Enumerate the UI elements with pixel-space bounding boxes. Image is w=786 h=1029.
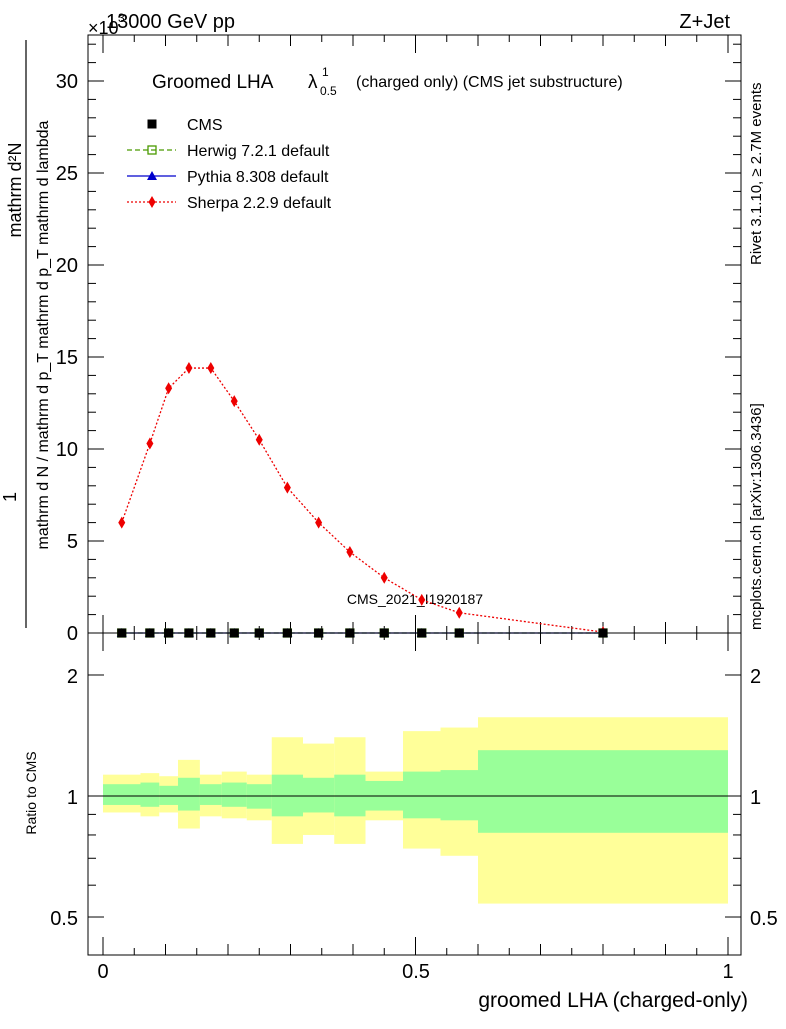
data-point bbox=[146, 437, 154, 450]
multiplier-label: ×10 bbox=[88, 18, 119, 38]
main-ytick-label: 5 bbox=[67, 531, 78, 553]
ratio-band-inner bbox=[199, 784, 222, 805]
legend-label: Herwig 7.2.1 default bbox=[187, 143, 330, 160]
multiplier-exponent: 3 bbox=[118, 11, 125, 25]
main-ytick-labels: 0 5 10 15 20 25 30 bbox=[56, 71, 78, 645]
data-point bbox=[207, 362, 215, 375]
legend-label: CMS bbox=[187, 117, 223, 134]
ratio-xtick-label-0: 0 bbox=[97, 961, 108, 983]
data-point bbox=[380, 571, 388, 584]
legend-marker bbox=[148, 196, 156, 208]
rivet-label: Rivet 3.1.10, ≥ 2.7M events bbox=[748, 83, 765, 266]
ratio-band-inner bbox=[221, 782, 247, 807]
legend-marker bbox=[147, 119, 157, 129]
analysis-id: CMS_2021_I1920187 bbox=[347, 591, 483, 607]
ratio-ytick-label-2-right: 2 bbox=[750, 666, 761, 688]
series-sherpa-2-2-9-default bbox=[118, 362, 607, 639]
data-point bbox=[315, 516, 323, 529]
ratio-xtick-label-05: 0.5 bbox=[402, 961, 430, 983]
data-point bbox=[230, 395, 238, 408]
ratio-band-inner bbox=[159, 785, 178, 805]
ratio-ytick-label-05-left: 0.5 bbox=[50, 908, 78, 930]
ratio-ytick-label-1-right: 1 bbox=[750, 787, 761, 809]
title-prefix: Groomed LHA bbox=[152, 72, 274, 93]
legend-entry: CMS bbox=[147, 117, 223, 134]
legend-marker bbox=[147, 145, 157, 155]
title-sup: 1 bbox=[322, 65, 329, 79]
ratio-ytick-label-1-left: 1 bbox=[67, 787, 78, 809]
ratio-band-inner bbox=[103, 784, 141, 805]
ratio-band-inner bbox=[403, 771, 441, 819]
ratio-band-inner bbox=[440, 770, 478, 821]
data-point bbox=[185, 362, 193, 375]
mcplots-label: mcplots.cern.ch [arXiv:1306.3436] bbox=[748, 403, 765, 630]
main-ylabel: mathrm d²N 1 mathrm d N / mathrm d p_T m… bbox=[0, 40, 52, 628]
process-label: Z+Jet bbox=[679, 11, 730, 33]
legend-entry: Pythia 8.308 default bbox=[127, 169, 329, 186]
legend-entry: Sherpa 2.2.9 default bbox=[127, 195, 332, 212]
legend: CMS Herwig 7.2.1 default Pythia 8.308 defa… bbox=[127, 117, 332, 212]
ratio-ytick-label-05-right: 0.5 bbox=[750, 908, 778, 930]
ylabel-numerator: mathrm d²N bbox=[5, 142, 25, 237]
xaxis-label: groomed LHA (charged-only) bbox=[478, 989, 748, 1012]
ratio-band-inner bbox=[178, 777, 200, 811]
data-point bbox=[418, 593, 426, 606]
main-ytick-label: 20 bbox=[56, 255, 78, 277]
legend-label: Sherpa 2.2.9 default bbox=[187, 195, 332, 212]
main-ytick-label: 30 bbox=[56, 71, 78, 93]
main-ytick-label: 10 bbox=[56, 439, 78, 461]
main-title: Groomed LHA λ 1 0.5 (charged only) (CMS … bbox=[152, 65, 623, 98]
main-yticks bbox=[88, 43, 741, 634]
ratio-band-inner bbox=[140, 782, 160, 807]
legend-marker bbox=[147, 171, 157, 180]
energy-label: 13000 GeV pp bbox=[106, 11, 235, 33]
legend-label: Pythia 8.308 default bbox=[187, 169, 329, 186]
ratio-frame bbox=[87, 632, 742, 956]
ratio-ytick-label-2-left: 2 bbox=[67, 666, 78, 688]
title-suffix: (charged only) (CMS jet substructure) bbox=[356, 74, 623, 91]
title-sub: 0.5 bbox=[320, 84, 337, 98]
data-point bbox=[283, 481, 291, 494]
ratio-yticks bbox=[88, 674, 741, 918]
main-ytick-label: 0 bbox=[67, 623, 78, 645]
data-point bbox=[255, 433, 263, 446]
ratio-ylabel: Ratio to CMS bbox=[23, 751, 39, 834]
data-point bbox=[165, 382, 173, 395]
main-frame bbox=[87, 34, 742, 634]
title-lambda: λ bbox=[308, 72, 318, 93]
legend-entry: Herwig 7.2.1 default bbox=[127, 143, 330, 160]
ratio-xtick-label-1: 1 bbox=[722, 961, 733, 983]
data-point bbox=[346, 546, 354, 559]
ratio-panel: 2 1 0.5 2 1 0.5 0 0.5 1 Ratio to CMS gro… bbox=[23, 632, 778, 1012]
ratio-bands bbox=[103, 717, 728, 904]
ylabel-denominator: mathrm d N / mathrm d p_T mathrm d p_T m… bbox=[35, 120, 52, 549]
data-point bbox=[118, 516, 126, 529]
ratio-band-inner bbox=[303, 777, 335, 813]
ratio-band-inner bbox=[478, 750, 728, 833]
main-ytick-label: 15 bbox=[56, 347, 78, 369]
ylabel-one: 1 bbox=[0, 492, 20, 502]
main-ytick-label: 25 bbox=[56, 163, 78, 185]
ratio-xticks bbox=[102, 633, 729, 955]
data-point bbox=[455, 606, 463, 619]
main-panel: 0 5 10 15 20 25 30 CMS_2021_I1920187 bbox=[56, 34, 742, 645]
